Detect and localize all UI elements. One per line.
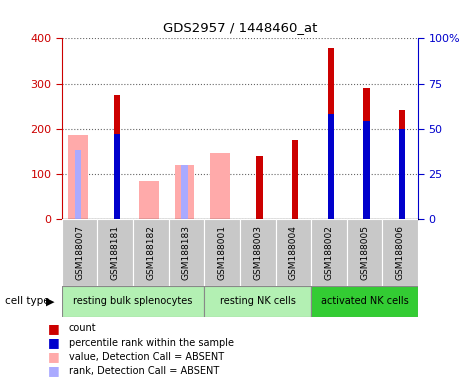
Bar [210, 154, 230, 219]
Bar [114, 134, 120, 219]
Text: resting NK cells: resting NK cells [220, 296, 295, 306]
Bar [328, 114, 334, 219]
Bar [256, 156, 263, 219]
Bar [347, 219, 382, 286]
Bar [75, 150, 81, 219]
Text: GSM188003: GSM188003 [253, 225, 262, 280]
Bar [276, 219, 311, 286]
Bar [328, 48, 334, 219]
Bar [97, 219, 133, 286]
Bar [399, 110, 405, 219]
Text: GSM188005: GSM188005 [360, 225, 369, 280]
Bar [363, 121, 370, 219]
Bar [363, 88, 370, 219]
Bar [181, 165, 188, 219]
Bar [114, 95, 120, 219]
Bar [133, 219, 169, 286]
Text: GSM188183: GSM188183 [182, 225, 191, 280]
Text: resting bulk splenocytes: resting bulk splenocytes [73, 296, 193, 306]
Bar [204, 286, 311, 317]
Text: cell type: cell type [5, 296, 49, 306]
Bar [311, 219, 347, 286]
Text: count: count [69, 323, 96, 333]
Bar [311, 286, 418, 317]
Text: GSM188001: GSM188001 [218, 225, 227, 280]
Text: activated NK cells: activated NK cells [321, 296, 408, 306]
Text: ■: ■ [48, 350, 59, 363]
Bar [204, 219, 240, 286]
Text: ■: ■ [48, 336, 59, 349]
Text: ■: ■ [48, 322, 59, 335]
Text: value, Detection Call = ABSENT: value, Detection Call = ABSENT [69, 352, 224, 362]
Bar [292, 140, 298, 219]
Bar [382, 219, 418, 286]
Text: ▶: ▶ [46, 296, 54, 306]
Bar [68, 136, 87, 219]
Text: GSM188002: GSM188002 [324, 225, 333, 280]
Bar [240, 219, 276, 286]
Bar [62, 219, 97, 286]
Bar [62, 286, 204, 317]
Text: GSM188007: GSM188007 [75, 225, 84, 280]
Bar [175, 165, 194, 219]
Bar [169, 219, 204, 286]
Text: GSM188004: GSM188004 [289, 225, 298, 280]
Text: GSM188006: GSM188006 [396, 225, 405, 280]
Bar [399, 129, 405, 219]
Title: GDS2957 / 1448460_at: GDS2957 / 1448460_at [162, 22, 317, 35]
Text: ■: ■ [48, 364, 59, 377]
Text: GSM188182: GSM188182 [146, 225, 155, 280]
Text: percentile rank within the sample: percentile rank within the sample [69, 338, 234, 348]
Text: rank, Detection Call = ABSENT: rank, Detection Call = ABSENT [69, 366, 219, 376]
Text: GSM188181: GSM188181 [111, 225, 120, 280]
Bar [139, 181, 159, 219]
